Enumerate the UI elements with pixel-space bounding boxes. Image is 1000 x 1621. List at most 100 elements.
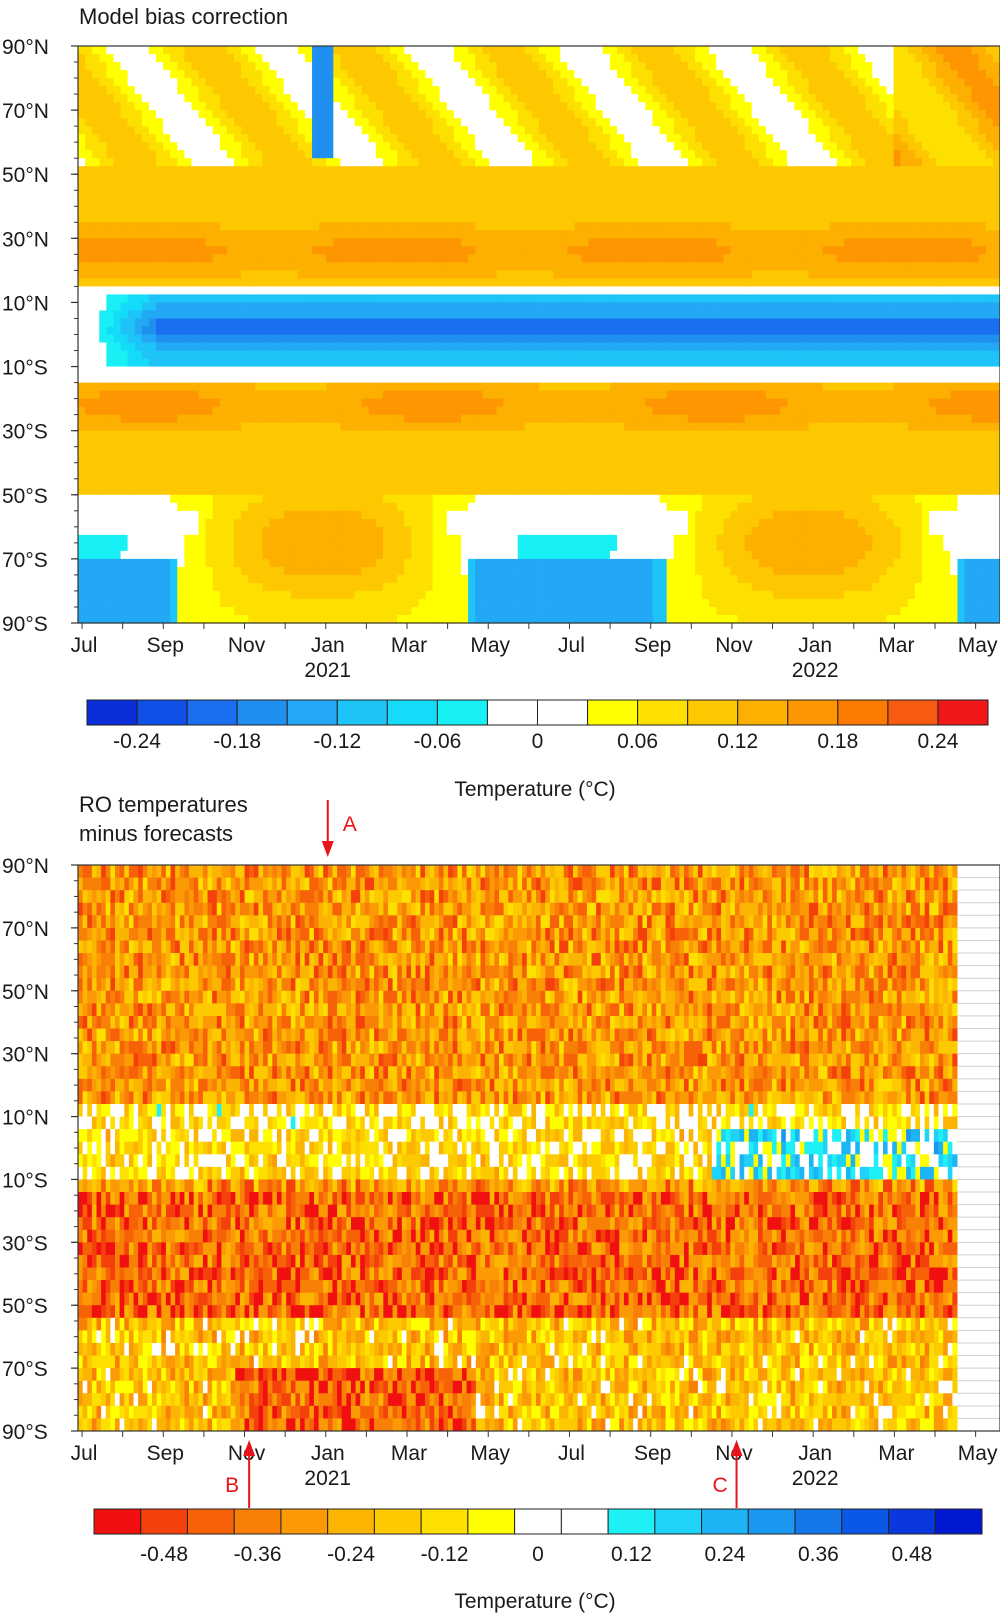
colorbar-tick-label: -0.06: [413, 730, 461, 753]
y-tick-label: 50°N: [2, 164, 49, 187]
x-tick-label: Jul: [558, 1442, 585, 1465]
y-tick-label: 30°S: [2, 1232, 48, 1255]
panel2-colorbar: -0.48 -0.36 -0.24 -0.12 0 0.12 0.24 0.36 0.48: [93, 1508, 983, 1566]
x-tick-label: Sep: [634, 1442, 671, 1465]
panel1-colorbar-label: Temperature (°C): [454, 778, 615, 801]
y-tick-label: 90°S: [2, 613, 48, 636]
colorbar-tick-label: -0.24: [113, 730, 161, 753]
colorbar-tick-label: -0.12: [313, 730, 361, 753]
colorbar-swatch: [327, 1508, 375, 1535]
y-tick-label: 30°S: [2, 421, 48, 444]
x-tick-label: Nov: [228, 634, 266, 657]
colorbar-swatch: [887, 699, 939, 726]
colorbar-swatch: [687, 699, 739, 726]
colorbar-swatch: [86, 699, 138, 726]
colorbar-tick-label: 0: [532, 1543, 544, 1566]
year-label: 2021: [304, 1467, 351, 1490]
colorbar-swatch: [386, 699, 438, 726]
annotation-label: B: [225, 1474, 239, 1497]
colorbar-swatch: [701, 1508, 749, 1535]
x-tick-label: Jul: [71, 634, 98, 657]
colorbar-swatch: [286, 699, 338, 726]
x-tick-label: Jan: [798, 634, 832, 657]
y-tick-label: 10°N: [2, 1107, 49, 1130]
x-tick-label: May: [470, 634, 510, 657]
x-tick-label: Mar: [878, 634, 914, 657]
colorbar-swatch: [233, 1508, 282, 1535]
colorbar-swatch: [280, 1508, 329, 1535]
colorbar-swatch: [537, 699, 589, 726]
panel1-heatmap: [78, 46, 1000, 624]
colorbar-tick-label: 0.24: [918, 730, 959, 753]
colorbar-swatch: [467, 1508, 516, 1535]
panel2-axes: 90°N 70°N 50°N 30°N 10°N 10°S 30°S 50°S 70°S 90°S…: [2, 855, 1000, 1490]
colorbar-swatch: [436, 699, 488, 726]
colorbar-tick-label: 0.12: [717, 730, 758, 753]
colorbar-swatch: [420, 1508, 469, 1535]
colorbar-tick-label: -0.48: [140, 1543, 188, 1566]
x-tick-label: Sep: [147, 634, 184, 657]
colorbar-swatch: [607, 1508, 656, 1535]
x-tick-label: Jul: [71, 1442, 98, 1465]
colorbar-tick-label: -0.18: [213, 730, 261, 753]
y-tick-label: 70°S: [2, 1358, 48, 1381]
y-tick-label: 70°S: [2, 549, 48, 572]
colorbar-tick-label: -0.12: [421, 1543, 469, 1566]
colorbar-tick-label: 0.12: [611, 1543, 652, 1566]
panel2-title-line2: minus forecasts: [79, 821, 233, 846]
colorbar-swatch: [336, 699, 388, 726]
colorbar-swatch: [747, 1508, 796, 1535]
colorbar-tick-label: -0.24: [327, 1543, 375, 1566]
y-tick-label: 70°N: [2, 918, 49, 941]
colorbar-swatch: [560, 1508, 609, 1535]
colorbar-swatch: [934, 1508, 983, 1535]
colorbar-tick-label: 0.36: [798, 1543, 839, 1566]
y-tick-label: 50°S: [2, 485, 48, 508]
colorbar-swatch: [837, 699, 889, 726]
y-tick-label: 30°N: [2, 1044, 49, 1067]
x-tick-label: May: [958, 1442, 998, 1465]
colorbar-tick-label: 0.06: [617, 730, 658, 753]
x-tick-label: Jan: [311, 1442, 345, 1465]
colorbar-swatch: [514, 1508, 562, 1535]
x-tick-label: Mar: [391, 634, 427, 657]
colorbar-swatch: [654, 1508, 703, 1535]
x-tick-label: Mar: [391, 1442, 427, 1465]
y-tick-label: 90°N: [2, 36, 49, 59]
x-tick-label: Jan: [798, 1442, 832, 1465]
x-tick-label: Nov: [715, 634, 753, 657]
x-tick-label: Mar: [878, 1442, 914, 1465]
panel2-annotations: A B C: [225, 800, 743, 1508]
panel1-axes: 90°N 70°N 50°N 30°N 10°N 10°S 30°S 50°S 70°S 90°S…: [2, 36, 1000, 682]
panel2-title: RO temperatures: [79, 792, 248, 817]
y-tick-label: 30°N: [2, 228, 49, 251]
x-tick-label: Sep: [147, 1442, 184, 1465]
panel2-heatmap: [78, 864, 1000, 1432]
y-tick-label: 50°S: [2, 1295, 48, 1318]
y-tick-label: 10°N: [2, 292, 49, 315]
colorbar-swatch: [737, 699, 789, 726]
colorbar-swatch: [136, 699, 188, 726]
colorbar-tick-label: 0: [532, 730, 544, 753]
colorbar-swatch: [637, 699, 689, 726]
y-tick-label: 10°S: [2, 1169, 48, 1192]
colorbar-swatch: [787, 699, 839, 726]
annotation-label: A: [343, 813, 357, 836]
panel1-colorbar: -0.24 -0.18 -0.12 -0.06 0 0.06 0.12 0.18 0.24: [86, 699, 989, 753]
colorbar-swatch: [140, 1508, 188, 1535]
y-tick-label: 50°N: [2, 981, 49, 1004]
colorbar-swatch: [93, 1508, 142, 1535]
y-tick-label: 90°S: [2, 1421, 48, 1444]
colorbar-swatch: [373, 1508, 422, 1535]
colorbar-tick-label: 0.18: [817, 730, 858, 753]
colorbar-swatch: [587, 699, 639, 726]
x-tick-label: Jul: [558, 634, 585, 657]
year-label: 2022: [792, 1467, 839, 1490]
year-label: 2021: [304, 659, 351, 682]
year-label: 2022: [792, 659, 839, 682]
y-tick-label: 70°N: [2, 100, 49, 123]
x-tick-label: Sep: [634, 634, 671, 657]
x-tick-label: May: [470, 1442, 510, 1465]
colorbar-tick-label: -0.36: [234, 1543, 282, 1566]
